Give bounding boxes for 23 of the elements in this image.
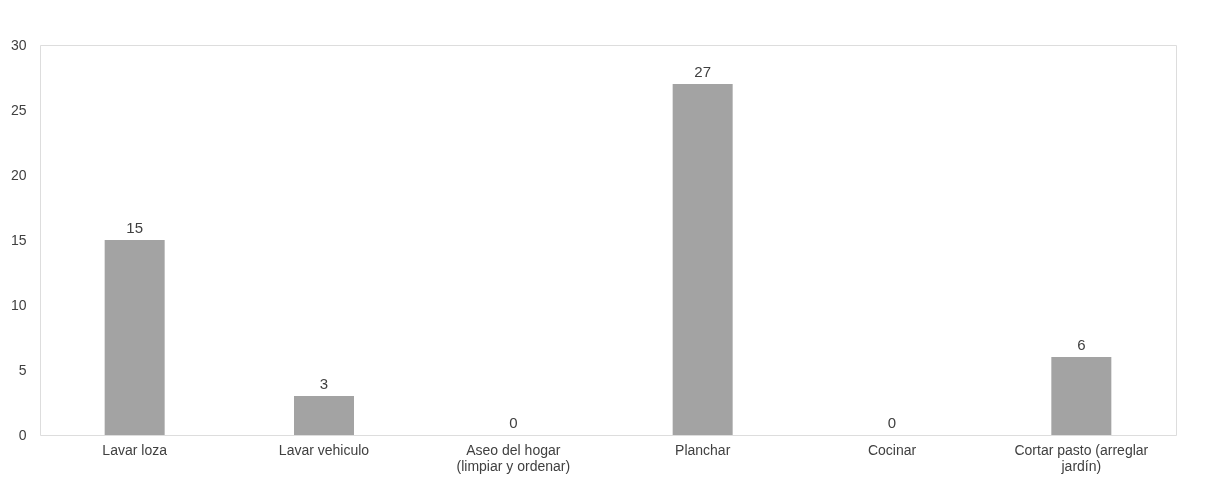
y-tick-label: 0 <box>18 426 27 443</box>
bar <box>104 240 165 435</box>
bar <box>294 396 354 435</box>
x-tick-label: Lavar vehiculo <box>278 441 370 458</box>
data-label: 27 <box>694 63 712 80</box>
x-tick-label: Lavar loza <box>102 441 168 458</box>
y-tick-label: 20 <box>10 166 27 183</box>
data-label: 3 <box>319 375 329 392</box>
x-tick-label: Aseo del hogar (limpiar y ordenar) <box>456 441 571 474</box>
y-tick-label: 25 <box>10 101 27 118</box>
y-tick-label: 10 <box>10 296 27 313</box>
x-tick-label: Cortar pasto (arreglar jardín) <box>1014 441 1149 474</box>
bar <box>1051 357 1112 435</box>
y-tick-label: 5 <box>18 361 27 378</box>
data-label: 15 <box>126 219 144 236</box>
y-tick-label: 30 <box>10 36 27 53</box>
data-label: 0 <box>887 414 897 431</box>
x-tick-label: Cocinar <box>867 441 917 458</box>
x-tick-label: Planchar <box>675 441 731 458</box>
data-label: 0 <box>509 414 518 431</box>
bar <box>672 84 733 435</box>
data-label: 6 <box>1077 336 1086 353</box>
y-tick-label: 15 <box>10 231 27 248</box>
